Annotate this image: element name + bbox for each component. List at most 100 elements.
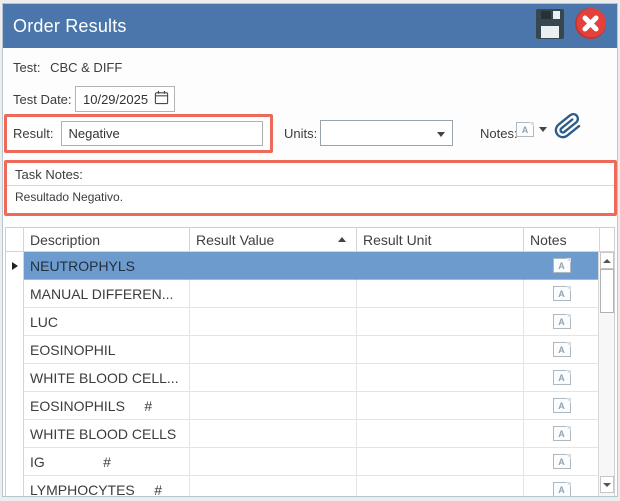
order-results-dialog: Order Results xyxy=(2,3,618,497)
note-a-icon: A xyxy=(552,398,571,413)
results-table: Description Result Value Result Unit Not… xyxy=(5,227,615,496)
scroll-up-button[interactable] xyxy=(600,252,614,269)
notes-cell[interactable]: A xyxy=(524,448,600,476)
description-cell[interactable]: MANUAL DIFFEREN... xyxy=(24,280,190,308)
table-row[interactable]: LUC A xyxy=(6,308,600,336)
sort-ascending-icon xyxy=(338,237,346,242)
result-unit-cell[interactable] xyxy=(357,392,524,420)
result-unit-cell[interactable] xyxy=(357,420,524,448)
row-indicator-header xyxy=(6,228,24,251)
test-row: Test: CBC & DIFF xyxy=(13,60,122,75)
description-cell[interactable]: LYMPHOCYTES # xyxy=(24,476,190,496)
result-unit-cell[interactable] xyxy=(357,364,524,392)
column-header-result-value[interactable]: Result Value xyxy=(190,228,357,251)
row-indicator-cell xyxy=(6,364,24,392)
result-input[interactable] xyxy=(61,121,264,146)
table-header: Description Result Value Result Unit Not… xyxy=(6,228,614,252)
titlebar: Order Results xyxy=(3,4,617,48)
result-value-cell[interactable] xyxy=(190,308,357,336)
task-notes-text[interactable]: Resultado Negativo. xyxy=(15,190,124,204)
notes-cell[interactable]: A xyxy=(524,476,600,496)
note-a-icon: A xyxy=(552,258,571,273)
attachment-button[interactable] xyxy=(554,110,582,147)
result-value-cell[interactable] xyxy=(190,280,357,308)
row-indicator-cell xyxy=(6,308,24,336)
notes-cell[interactable]: A xyxy=(524,420,600,448)
description-cell[interactable]: WHITE BLOOD CELL... xyxy=(24,364,190,392)
test-date-value: 10/29/2025 xyxy=(83,91,149,107)
window-title: Order Results xyxy=(13,15,127,36)
scrollbar-thumb[interactable] xyxy=(600,269,614,313)
result-unit-cell[interactable] xyxy=(357,252,524,280)
row-indicator-cell xyxy=(6,280,24,308)
down-triangle-icon xyxy=(603,482,611,487)
description-cell[interactable]: NEUTROPHYLS xyxy=(24,252,190,280)
table-body: NEUTROPHYLS A MANUAL DIFFEREN... A LUC A… xyxy=(6,252,600,496)
paperclip-icon xyxy=(554,112,582,146)
notes-dropdown-button[interactable]: A xyxy=(516,122,547,137)
row-indicator-cell xyxy=(6,392,24,420)
units-dropdown[interactable] xyxy=(320,120,453,146)
notes-cell[interactable]: A xyxy=(524,280,600,308)
row-indicator-cell xyxy=(6,448,24,476)
result-value-cell[interactable] xyxy=(190,364,357,392)
result-unit-cell[interactable] xyxy=(357,336,524,364)
note-a-icon: A xyxy=(552,314,571,329)
column-header-result-value-label: Result Value xyxy=(196,231,275,248)
result-value-cell[interactable] xyxy=(190,476,357,496)
table-row[interactable]: LYMPHOCYTES # A xyxy=(6,476,600,496)
table-row[interactable]: MANUAL DIFFEREN... A xyxy=(6,280,600,308)
description-cell[interactable]: EOSINOPHIL xyxy=(24,336,190,364)
table-row[interactable]: IG # A xyxy=(6,448,600,476)
dialog-body: Test: CBC & DIFF Test Date: 10/29/2025 R… xyxy=(3,48,617,496)
result-value-cell[interactable] xyxy=(190,392,357,420)
result-unit-cell[interactable] xyxy=(357,308,524,336)
scrollbar-header-spacer xyxy=(600,228,614,251)
row-indicator-cell xyxy=(6,336,24,364)
column-header-notes[interactable]: Notes xyxy=(524,228,600,251)
result-unit-cell[interactable] xyxy=(357,476,524,496)
note-a-icon: A xyxy=(552,286,571,301)
table-row[interactable]: WHITE BLOOD CELL... A xyxy=(6,364,600,392)
close-button[interactable] xyxy=(573,8,607,42)
result-value-cell[interactable] xyxy=(190,336,357,364)
notes-cell[interactable]: A xyxy=(524,252,600,280)
table-row[interactable]: EOSINOPHIL A xyxy=(6,336,600,364)
column-header-description[interactable]: Description xyxy=(24,228,190,251)
row-indicator-cell xyxy=(6,420,24,448)
up-triangle-icon xyxy=(603,258,611,263)
description-cell[interactable]: LUC xyxy=(24,308,190,336)
description-cell[interactable]: IG # xyxy=(24,448,190,476)
note-a-icon: A xyxy=(552,482,571,496)
result-value-cell[interactable] xyxy=(190,448,357,476)
task-notes-label: Task Notes: xyxy=(7,163,614,186)
scroll-down-button[interactable] xyxy=(600,476,614,493)
test-value: CBC & DIFF xyxy=(50,60,123,75)
chevron-down-icon xyxy=(437,132,445,137)
result-unit-cell[interactable] xyxy=(357,280,524,308)
table-row[interactable]: WHITE BLOOD CELLS A xyxy=(6,420,600,448)
column-header-result-unit[interactable]: Result Unit xyxy=(357,228,524,251)
result-unit-cell[interactable] xyxy=(357,448,524,476)
description-cell[interactable]: WHITE BLOOD CELLS xyxy=(24,420,190,448)
description-cell[interactable]: EOSINOPHILS # xyxy=(24,392,190,420)
result-highlight-box: Result: xyxy=(4,114,273,153)
units-label: Units: xyxy=(284,126,318,141)
test-date-label: Test Date: xyxy=(13,92,72,107)
result-value-cell[interactable] xyxy=(190,252,357,280)
test-date-input[interactable]: 10/29/2025 xyxy=(75,86,175,112)
table-row[interactable]: EOSINOPHILS # A xyxy=(6,392,600,420)
result-value-cell[interactable] xyxy=(190,420,357,448)
floppy-disk-icon xyxy=(535,8,565,45)
vertical-scrollbar[interactable] xyxy=(598,252,614,496)
note-a-icon: A xyxy=(552,426,571,441)
note-a-icon: A xyxy=(552,370,571,385)
calendar-icon[interactable] xyxy=(154,90,170,108)
notes-cell[interactable]: A xyxy=(524,336,600,364)
notes-label: Notes: xyxy=(480,126,518,141)
notes-cell[interactable]: A xyxy=(524,364,600,392)
table-row[interactable]: NEUTROPHYLS A xyxy=(6,252,600,280)
notes-cell[interactable]: A xyxy=(524,392,600,420)
save-button[interactable] xyxy=(533,8,567,45)
notes-cell[interactable]: A xyxy=(524,308,600,336)
